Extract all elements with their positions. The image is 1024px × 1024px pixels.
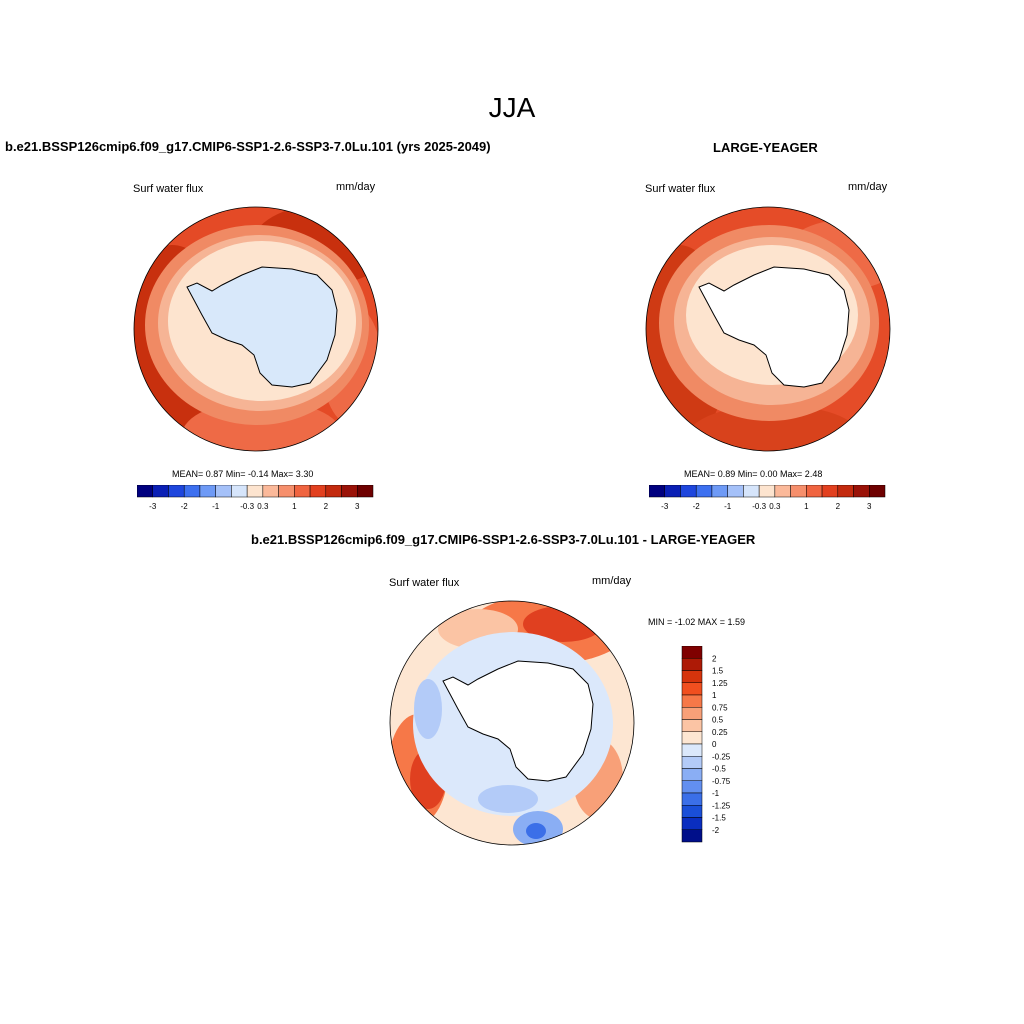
colorbar-swatch xyxy=(853,485,870,498)
panel2-polar-map xyxy=(645,206,891,452)
colorbar-swatch xyxy=(790,485,807,498)
colorbar-swatch xyxy=(341,485,358,498)
colorbar-tick-label: -2 xyxy=(181,502,189,511)
colorbar-swatch xyxy=(681,658,703,671)
main-title: JJA xyxy=(488,92,536,123)
colorbar-tick-label: -0.25 xyxy=(712,752,731,761)
panel3-variable: Surf water flux xyxy=(389,577,460,589)
colorbar-tick-label: -3 xyxy=(149,502,157,511)
colorbar-swatch xyxy=(681,817,703,830)
colorbar-swatch xyxy=(681,707,703,720)
colorbar-swatch xyxy=(649,485,665,498)
colorbar-tick-label: -1 xyxy=(724,502,732,511)
colorbar-tick-label: 1 xyxy=(804,502,809,511)
colorbar-swatch xyxy=(743,485,760,498)
colorbar-tick-label: 2 xyxy=(712,654,717,663)
colorbar-tick-label: 1 xyxy=(292,502,297,511)
panel1-variable: Surf water flux xyxy=(133,183,204,195)
panel3-polar-map xyxy=(389,600,635,846)
colorbar-swatch xyxy=(681,731,703,745)
panel2-title: LARGE-YEAGER xyxy=(713,140,818,155)
panel2-stats: MEAN= 0.89 Min= 0.00 Max= 2.48 xyxy=(684,469,823,479)
colorbar-swatch xyxy=(681,780,703,794)
colorbar-tick-label: -0.3 xyxy=(752,502,766,511)
colorbar-tick-label: 2 xyxy=(324,502,329,511)
colorbar-swatch xyxy=(246,485,264,498)
colorbar-tick-label: -0.75 xyxy=(712,777,731,786)
colorbar-swatch xyxy=(681,792,703,806)
colorbar-swatch xyxy=(821,485,839,498)
panel2-variable: Surf water flux xyxy=(645,183,716,195)
panel1-polar-map xyxy=(133,206,379,452)
colorbar-swatch xyxy=(681,646,703,659)
panel1-colorbar: -3 -2 -1 -0.3 0.3 1 2 3 xyxy=(137,485,374,511)
panel1-units: mm/day xyxy=(336,181,376,193)
colorbar-swatch xyxy=(231,485,248,498)
colorbar-swatch xyxy=(357,485,374,498)
panel2-units: mm/day xyxy=(848,181,888,193)
colorbar-swatch xyxy=(837,485,854,498)
panel3-stats: MIN = -1.02 MAX = 1.59 xyxy=(648,617,746,627)
colorbar-swatch xyxy=(137,485,153,498)
colorbar-tick-label: 0 xyxy=(712,740,717,749)
colorbar-tick-label: 0.3 xyxy=(257,502,269,511)
panel1-stats: MEAN= 0.87 Min= -0.14 Max= 3.30 xyxy=(172,469,314,479)
colorbar-swatch xyxy=(681,682,703,696)
colorbar-tick-label: 1.25 xyxy=(712,679,728,688)
colorbar-tick-label: -2 xyxy=(693,502,701,511)
colorbar-tick-label: -2 xyxy=(712,826,720,835)
colorbar-swatch xyxy=(680,485,697,498)
colorbar-swatch xyxy=(152,485,169,498)
colorbar-swatch xyxy=(183,485,201,498)
colorbar-tick-label: 2 xyxy=(836,502,841,511)
colorbar-swatch xyxy=(325,485,342,498)
colorbar-tick-label: 3 xyxy=(867,502,872,511)
colorbar-tick-label: 3 xyxy=(355,502,360,511)
colorbar-swatch xyxy=(869,485,886,498)
colorbar-swatch xyxy=(774,485,791,498)
colorbar-swatch xyxy=(309,485,327,498)
colorbar-swatch xyxy=(681,805,703,818)
colorbar-swatch xyxy=(215,485,232,498)
colorbar-swatch xyxy=(695,485,713,498)
colorbar-tick-label: -0.3 xyxy=(240,502,254,511)
colorbar-tick-label: -1 xyxy=(212,502,220,511)
panel3-title: b.e21.BSSP126cmip6.f09_g17.CMIP6-SSP1-2.… xyxy=(251,532,756,547)
colorbar-swatch xyxy=(294,485,311,498)
colorbar-tick-label: -1 xyxy=(712,789,720,798)
colorbar-swatch xyxy=(278,485,295,498)
colorbar-swatch xyxy=(711,485,728,498)
colorbar-swatch xyxy=(168,485,185,498)
colorbar-tick-label: -1.25 xyxy=(712,801,731,810)
colorbar-swatch xyxy=(681,743,703,757)
colorbar-swatch xyxy=(681,829,703,843)
colorbar-swatch xyxy=(681,756,703,769)
colorbar-tick-label: -3 xyxy=(661,502,669,511)
colorbar-tick-label: 1.5 xyxy=(712,667,724,676)
panel2-colorbar: -3 -2 -1 -0.3 0.3 1 2 3 xyxy=(649,485,886,511)
colorbar-tick-label: 0.25 xyxy=(712,728,728,737)
panel3-colorbar: 2 1.5 1.25 1 0.75 0.5 0.25 0 -0.25 -0.5 -0.75 -1 -1.… xyxy=(681,646,731,843)
colorbar-tick-label: -0.5 xyxy=(712,765,726,774)
colorbar-tick-label: 0.75 xyxy=(712,703,728,712)
colorbar-swatch xyxy=(681,719,703,732)
colorbar-swatch xyxy=(681,670,703,683)
colorbar-swatch xyxy=(262,485,279,498)
panel3-units: mm/day xyxy=(592,575,632,587)
colorbar-swatch xyxy=(727,485,744,498)
colorbar-tick-label: -1.5 xyxy=(712,814,726,823)
colorbar-swatch xyxy=(806,485,823,498)
colorbar-swatch xyxy=(664,485,681,498)
panel1-title: b.e21.BSSP126cmip6.f09_g17.CMIP6-SSP1-2.… xyxy=(5,139,491,154)
colorbar-tick-label: 0.5 xyxy=(712,716,724,725)
colorbar-swatch xyxy=(681,694,703,708)
colorbar-tick-label: 0.3 xyxy=(769,502,781,511)
colorbar-swatch xyxy=(681,768,703,781)
colorbar-swatch xyxy=(199,485,216,498)
colorbar-swatch xyxy=(758,485,776,498)
colorbar-tick-label: 1 xyxy=(712,691,717,700)
